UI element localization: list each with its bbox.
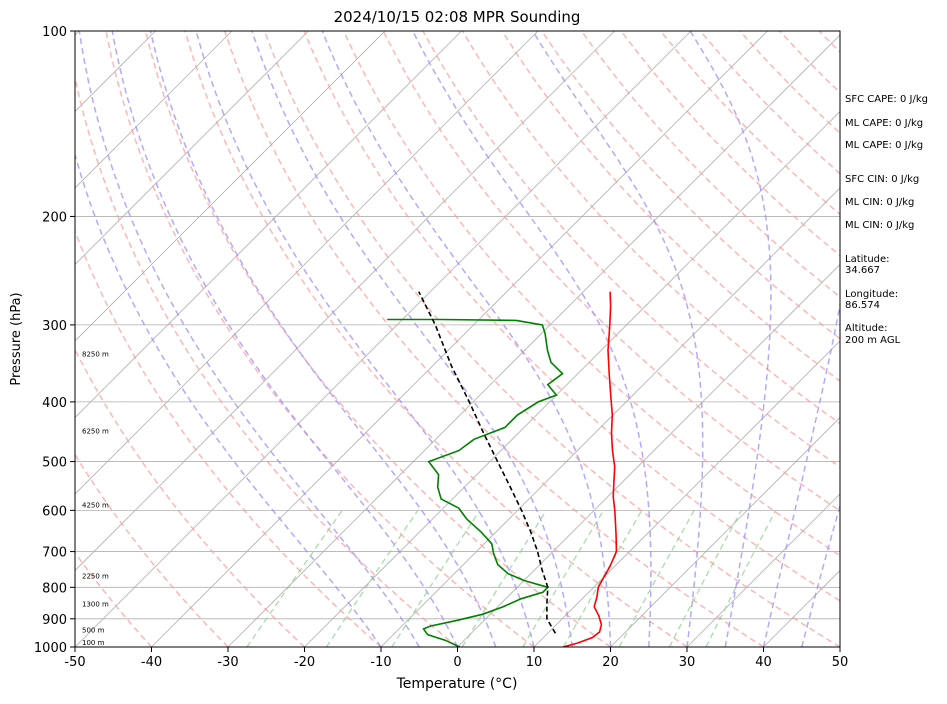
isotherm-line [0,31,538,647]
x-tick-label: 30 [679,655,696,670]
isotherm-line [75,31,691,647]
x-tick-label: 0 [453,655,461,670]
background-lines [0,31,947,647]
dry-adiabat [938,31,947,647]
y-tick-label: 500 [42,456,67,471]
x-tick-label: -50 [64,655,85,670]
mixing-ratio-line [523,510,604,647]
x-tick-label: -30 [217,655,238,670]
x-tick-label: 10 [526,655,543,670]
moist-adiabat [196,31,534,647]
x-tick-label: -10 [370,655,391,670]
y-tick-label: 1000 [34,641,67,656]
dry-adiabat [146,31,611,647]
moist-adiabat [151,31,496,647]
y-tick-label: 400 [42,396,67,411]
y-tick-label: 700 [42,546,67,561]
sfc-cin-label: SFC CIN: 0 J/kg [845,174,919,185]
y-tick-label: 300 [42,319,67,334]
y-tick-label: 600 [42,504,67,519]
isotherm-line [0,31,3,647]
height-label: 6250 m [82,428,109,436]
latitude-value: 34.667 [845,265,880,276]
height-label: 100 m [82,639,105,647]
isotherm-line [0,31,615,647]
sfc-cape-label: SFC CAPE: 0 J/kg [845,94,928,105]
x-tick-label: -20 [294,655,315,670]
mixing-ratio-line [669,510,741,647]
ml-cin-label-2: ML CIN: 0 J/kg [845,220,914,231]
y-axis-title: Pressure (hPa) [9,292,24,385]
height-labels: 100 m 500 m 1300 m 2250 m 4250 m 6250 m 8250 m [82,350,109,647]
x-axis-ticks: -50 -40 -30 -20 -10 0 10 20 30 40 50 [64,647,848,670]
y-tick-label: 200 [42,210,67,225]
latitude-label: Latitude: [845,254,890,265]
height-label: 2250 m [82,573,109,581]
ml-cape-label-2: ML CAPE: 0 J/kg [845,140,923,151]
plot-area [0,31,947,647]
mixing-ratio-line [247,510,342,647]
x-tick-label: 20 [602,655,619,670]
height-label: 8250 m [82,350,109,358]
moist-adiabat [533,31,703,647]
chart-title: 2024/10/15 02:08 MPR Sounding [334,8,581,26]
height-label: 4250 m [82,501,109,509]
ml-cape-label: ML CAPE: 0 J/kg [845,118,923,129]
side-annotations: SFC CAPE: 0 J/kg ML CAPE: 0 J/kg ML CAPE… [845,94,928,346]
dry-adiabat [27,31,381,647]
y-tick-label: 800 [42,581,67,596]
plot-frame [75,31,840,647]
x-tick-label: -40 [141,655,162,670]
series-parcel-line [419,292,556,634]
longitude-label: Longitude: [845,289,898,300]
x-axis-title: Temperature (°C) [396,676,518,692]
x-tick-label: 40 [755,655,772,670]
longitude-value: 86.574 [845,300,880,311]
y-axis-ticks: 1000 900 800 700 600 500 400 300 200 100 [34,25,75,656]
mixing-ratio-line [706,510,776,647]
y-tick-label: 100 [42,25,67,40]
isotherm-line [305,31,921,647]
ml-cin-label: ML CIN: 0 J/kg [845,197,914,208]
isotherm-line [0,31,232,647]
height-label: 500 m [82,627,105,635]
isotherm-line [228,31,844,647]
altitude-value: 200 m AGL [845,335,901,346]
height-label: 1300 m [82,601,109,609]
altitude-label: Altitude: [845,323,887,334]
x-tick-label: 50 [832,655,849,670]
y-tick-label: 900 [42,613,67,628]
dry-adiabat [0,31,228,647]
